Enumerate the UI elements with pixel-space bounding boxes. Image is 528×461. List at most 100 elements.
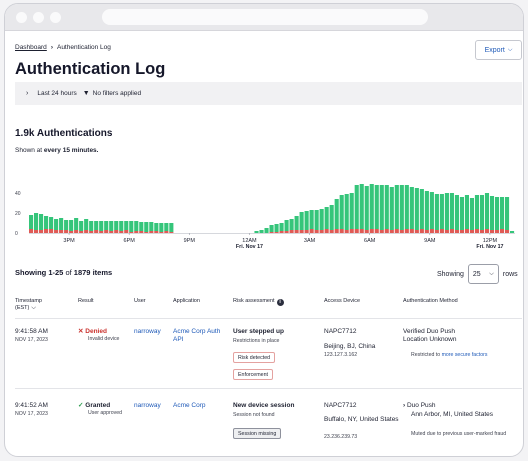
bar-denied [299,230,304,233]
bar-granted [369,184,374,229]
bar-granted [339,195,344,229]
bar-denied [29,229,34,233]
column-header-application[interactable]: Application [173,298,200,304]
bar-denied [64,230,69,233]
bar-denied [99,231,104,233]
column-header-user[interactable]: User [134,298,146,304]
x-tick-label: 9PM [184,238,196,244]
risk-tag[interactable]: Risk detected [233,352,276,363]
row-result-label: Granted [85,402,111,409]
bar-denied [104,230,109,233]
chevron-right-icon[interactable]: › [26,90,29,97]
bar-granted [134,221,139,231]
bar-denied [269,232,274,233]
chevron-right-icon[interactable]: › [403,402,407,409]
row-risk-title: User stepped up [233,328,284,335]
bar-denied [424,230,429,233]
x-tick-label: 6PM [124,238,136,244]
x-tick-label: 9AM [424,238,436,244]
bar-granted [259,230,264,233]
bar-granted [479,195,485,230]
bar-denied [319,230,324,233]
breadcrumb-dashboard-link[interactable]: Dashboard [15,44,47,51]
breadcrumb-current: Authentication Log [56,44,111,51]
bar-granted [354,185,359,229]
bar-denied [324,229,329,233]
column-header-method[interactable]: Authentication Method [403,298,458,304]
browser-window: Dashboard › Authentication Log Export ⌵ Au… [4,3,524,457]
results-range: Showing 1-25 [15,268,64,277]
window-zoom-dot[interactable] [50,12,61,23]
bar-granted [74,218,79,230]
row-user-link[interactable]: narroway [134,402,161,409]
filter-funnel-icon: ▼ [82,90,90,97]
denied-x-icon: ✕ [78,328,86,335]
x-tick-label: 3AM [304,238,316,244]
bar-denied [354,229,359,233]
x-tick-label: 6AM [364,238,376,244]
granted-check-icon: ✓ [78,402,86,409]
filter-bar[interactable]: › Last 24 hours ▼ No filters applied [15,82,522,105]
bar-granted [84,219,89,230]
bar-granted [114,221,119,230]
row-result-reason: User approved [88,410,123,416]
breadcrumb: Dashboard › Authentication Log [15,44,111,51]
row-result-label: Denied [85,328,107,335]
timestamp-header-tz: (EST) [15,305,30,311]
bar-granted [69,220,74,231]
chevron-down-icon: ⌵ [489,270,494,277]
x-tick-sublabel: Fri. Nov 17 [236,244,263,250]
bar-granted [124,221,129,230]
row-device-ip: 23.236.239.73 [324,434,358,440]
bar-denied [69,231,74,233]
bar-denied [289,230,294,233]
window-close-dot[interactable] [16,12,27,23]
row-user-link[interactable]: narroway [134,328,161,335]
bar-granted [384,185,389,229]
sort-chevron-down-icon[interactable]: ⌵ [31,305,36,311]
bar-granted [264,228,269,233]
column-header-risk[interactable]: Risk assessment i [233,298,284,306]
bar-granted [29,215,34,229]
bar-denied [109,231,114,233]
bar-denied [94,230,99,233]
bar-denied [314,230,319,233]
risk-header-label: Risk assessment [233,298,275,304]
info-icon[interactable]: i [276,299,284,306]
export-button[interactable]: Export ⌵ [475,40,522,60]
bar-denied [334,229,339,233]
row-application-link[interactable]: Acme Corp Auth API [173,328,221,343]
column-header-timestamp[interactable]: Timestamp (EST) ⌵ [15,298,42,312]
time-range-label[interactable]: Last 24 hours [37,90,77,97]
bar-denied [329,230,334,233]
bar-granted [509,231,515,233]
column-header-device[interactable]: Access Device [324,298,361,304]
bar-granted [464,195,470,229]
bar-denied [164,231,169,233]
bar-denied [34,230,39,233]
page-size-select[interactable]: 25 ⌵ [467,264,499,284]
bar-denied [459,230,464,233]
bar-denied [414,230,419,233]
secure-factors-link[interactable]: more secure factors [441,352,488,358]
row-application-link[interactable]: Acme Corp [173,402,206,409]
bar-denied [304,230,309,233]
column-header-result[interactable]: Result [78,298,94,304]
row-method-title: › Duo Push [403,402,436,410]
risk-tag[interactable]: Session missing [233,428,282,439]
bar-denied [59,230,64,233]
window-minimize-dot[interactable] [33,12,44,23]
address-bar[interactable] [102,9,428,25]
row-method-title: Verified Duo Push [403,328,456,335]
y-tick-label: 0 [15,231,18,237]
bar-granted [429,192,434,229]
risk-tag[interactable]: Enforcement [233,369,274,380]
bar-denied [129,232,134,233]
bar-granted [424,191,429,230]
bar-denied [144,232,149,233]
bar-denied [399,230,404,233]
bar-denied [479,230,485,233]
bar-denied [489,230,495,233]
bar-denied [169,232,174,233]
